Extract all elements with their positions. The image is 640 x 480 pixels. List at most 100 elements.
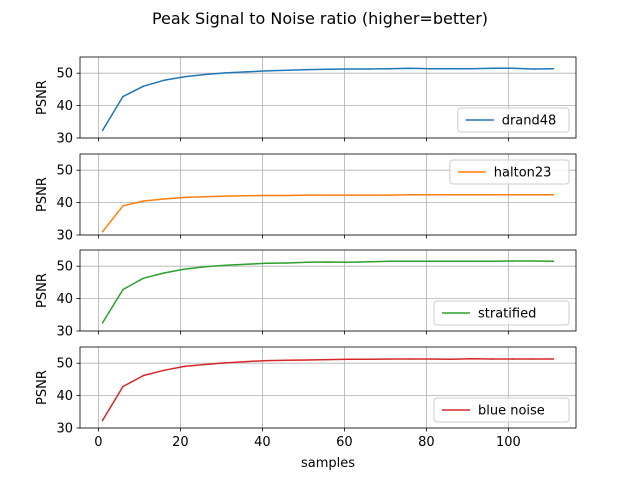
- y-tick-label: 30: [56, 132, 73, 147]
- data-point: [306, 194, 309, 196]
- data-point: [388, 67, 391, 70]
- panel-drand48: 30 40 50 PSNR drand48: [35, 56, 577, 147]
- data-point: [491, 194, 493, 196]
- data-point: [368, 68, 370, 70]
- panel-stratified: 30 40 50 PSNR stratified: [35, 249, 577, 340]
- data-point: [163, 369, 165, 372]
- data-point: [327, 194, 329, 196]
- data-point: [306, 261, 309, 264]
- data-point: [101, 322, 104, 324]
- data-point: [470, 260, 473, 263]
- y-tick-label: 40: [56, 389, 73, 404]
- data-point: [122, 95, 124, 98]
- chart-title: Peak Signal to Noise ratio (higher=bette…: [152, 9, 488, 28]
- data-point: [429, 358, 432, 360]
- data-point: [122, 288, 124, 291]
- axes-frame: [79, 249, 577, 332]
- data-point: [491, 358, 493, 360]
- data-point: [265, 262, 268, 265]
- y-tick-label: 50: [56, 260, 73, 275]
- legend-label: drand48: [502, 114, 557, 129]
- data-point: [122, 385, 124, 388]
- data-point: [183, 196, 186, 199]
- axes-frame: [79, 153, 577, 236]
- data-point: [286, 262, 288, 264]
- legend-label: blue noise: [478, 404, 545, 419]
- data-points-blue-noise: [101, 357, 555, 422]
- legend-box: [433, 397, 570, 423]
- x-axis-label: samples: [301, 456, 355, 471]
- x-tick-label: 0: [94, 435, 102, 450]
- y-tick-label: 40: [56, 99, 73, 114]
- data-point: [429, 67, 432, 70]
- data-point: [552, 260, 555, 263]
- y-tick-label: 40: [56, 196, 73, 211]
- data-point: [368, 194, 370, 196]
- data-point: [470, 357, 473, 360]
- data-point: [101, 231, 104, 233]
- data-point: [163, 272, 165, 274]
- y-tick-label: 30: [56, 325, 73, 340]
- data-point: [409, 358, 411, 360]
- data-point: [511, 358, 514, 360]
- data-point: [204, 196, 206, 198]
- y-tick-label: 50: [56, 357, 73, 372]
- data-point: [122, 205, 124, 207]
- x-tick-label: 80: [418, 435, 435, 450]
- y-tick-label: 40: [56, 292, 73, 307]
- data-point: [429, 194, 432, 196]
- data-point: [245, 71, 247, 73]
- data-point: [286, 69, 288, 72]
- data-point: [142, 374, 145, 377]
- data-point: [347, 358, 350, 361]
- data-points-stratified: [101, 260, 555, 324]
- data-point: [101, 419, 104, 422]
- data-point: [224, 362, 227, 364]
- data-point: [204, 73, 206, 76]
- y-axis-label: PSNR: [35, 273, 50, 308]
- y-axis-label: PSNR: [35, 177, 50, 212]
- data-point: [163, 198, 165, 200]
- axes-frame: [79, 56, 577, 139]
- legend-box: [449, 159, 570, 185]
- y-tick-label: 50: [56, 67, 73, 82]
- data-point: [511, 194, 514, 196]
- data-point: [388, 358, 391, 360]
- data-point: [450, 194, 452, 196]
- legend-label: halton23: [494, 166, 552, 181]
- y-axis-label: PSNR: [35, 370, 50, 405]
- legend-halton23: halton23: [449, 159, 570, 185]
- data-point: [470, 67, 473, 70]
- data-point: [368, 260, 370, 263]
- y-tick-label: 30: [56, 422, 73, 437]
- subplot-panels: 30 40 50 PSNR drand48 30 40 50 PSNR halton23 30 40 5…: [35, 56, 577, 450]
- data-point: [347, 261, 350, 264]
- legend-label: stratified: [478, 307, 536, 322]
- data-point: [306, 359, 309, 361]
- data-points-drand48: [101, 67, 555, 132]
- data-point: [388, 194, 391, 196]
- legend-box: [433, 300, 570, 326]
- data-point: [552, 194, 555, 196]
- data-point: [183, 268, 186, 270]
- data-point: [532, 358, 534, 360]
- data-point: [409, 194, 411, 196]
- data-point: [245, 263, 247, 266]
- data-point: [224, 195, 227, 197]
- data-point: [245, 195, 247, 197]
- data-point: [265, 359, 268, 362]
- legend-drand48: drand48: [457, 107, 570, 133]
- data-point: [470, 194, 473, 196]
- data-point: [347, 194, 350, 196]
- data-point: [368, 358, 370, 361]
- data-point: [409, 260, 411, 263]
- x-tick-label: 40: [254, 435, 271, 450]
- data-point: [224, 264, 227, 266]
- data-point: [491, 67, 493, 70]
- y-tick-label: 30: [56, 229, 73, 244]
- data-point: [183, 365, 186, 368]
- x-tick-label: 100: [496, 435, 521, 450]
- data-point: [532, 68, 534, 70]
- legend-blue-noise: blue noise: [433, 397, 570, 423]
